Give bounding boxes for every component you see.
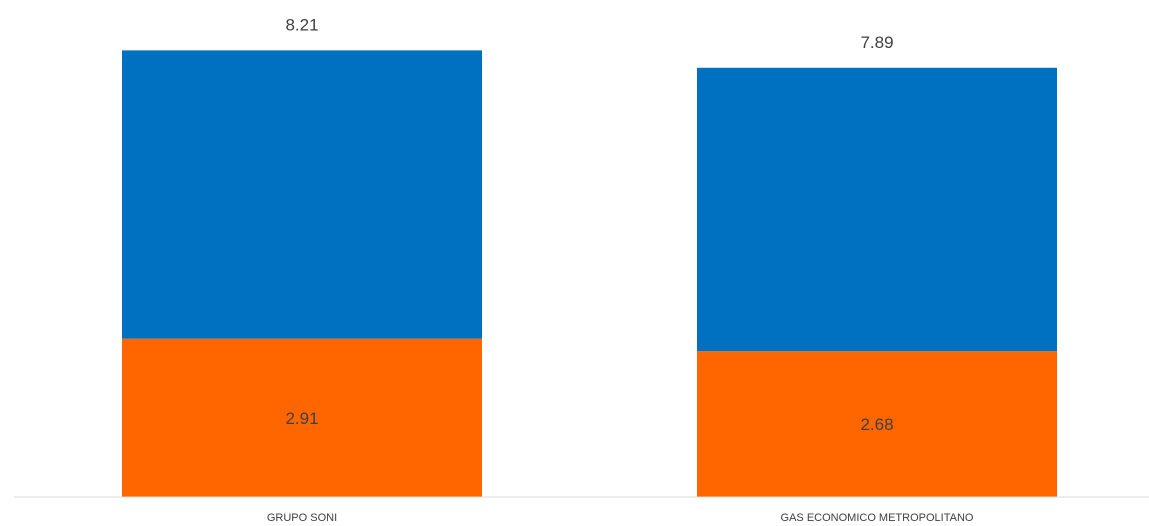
bars-layer bbox=[122, 50, 1057, 497]
segment-value-label: 2.68 bbox=[860, 415, 893, 434]
bar-segment-1-2 bbox=[697, 351, 1057, 497]
segment-value-label: 2.91 bbox=[285, 409, 318, 428]
labels-layer: 2.91 8.21 GRUPO SONI 2.68 7.89 GAS ECONOMICO … bbox=[267, 15, 974, 524]
bar-segment-2-2 bbox=[697, 67, 1057, 352]
category-label: GRUPO SONI bbox=[267, 512, 337, 524]
total-value-label: 8.21 bbox=[285, 15, 318, 34]
category-label: GAS ECONOMICO METROPOLITANO bbox=[781, 512, 974, 524]
total-value-label: 7.89 bbox=[860, 33, 893, 52]
bar-segment-1-1 bbox=[122, 338, 482, 497]
bar-segment-2-1 bbox=[122, 50, 482, 339]
